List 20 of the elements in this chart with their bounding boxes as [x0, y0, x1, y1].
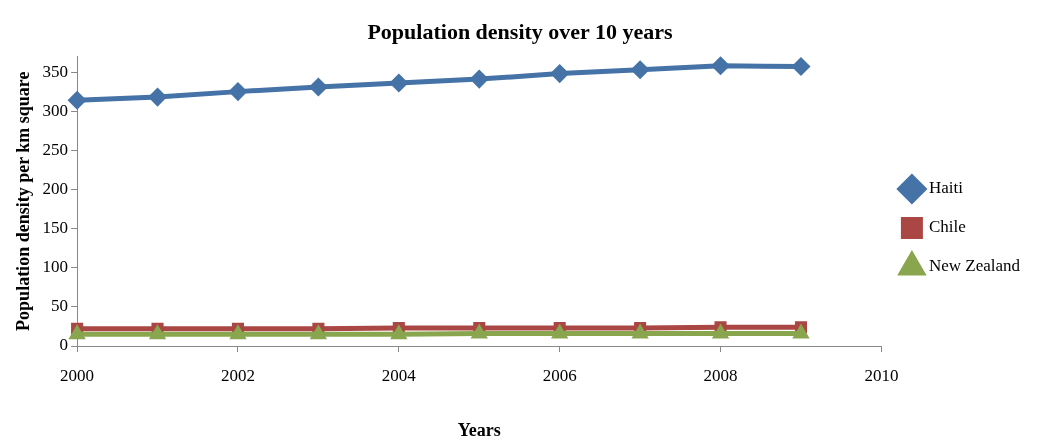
y-tick-label: 150 — [42, 218, 69, 238]
legend-label: Haiti — [928, 178, 964, 198]
y-tick-label: 350 — [42, 61, 69, 81]
x-tick-label: 2008 — [703, 365, 738, 385]
x-tick-label: 2002 — [220, 365, 255, 385]
legend-label: Chile — [928, 217, 966, 237]
x-axis-title: Years — [457, 419, 501, 440]
y-tick-label: 50 — [51, 296, 69, 316]
y-axis-title: Population density per km square — [13, 71, 34, 331]
y-tick-label: 300 — [42, 100, 69, 120]
chart-title: Population density over 10 years — [367, 18, 674, 44]
y-tick-label: 100 — [42, 257, 69, 277]
x-tick-label: 2006 — [542, 365, 577, 385]
legend-label: New Zealand — [928, 256, 1021, 276]
y-tick-label: 250 — [42, 139, 69, 159]
x-tick-label: 2000 — [60, 365, 95, 385]
x-tick-label: 2004 — [381, 365, 417, 385]
x-tick-label: 2010 — [864, 365, 899, 385]
y-tick-label: 200 — [42, 178, 69, 198]
y-tick-label: 0 — [59, 335, 69, 355]
